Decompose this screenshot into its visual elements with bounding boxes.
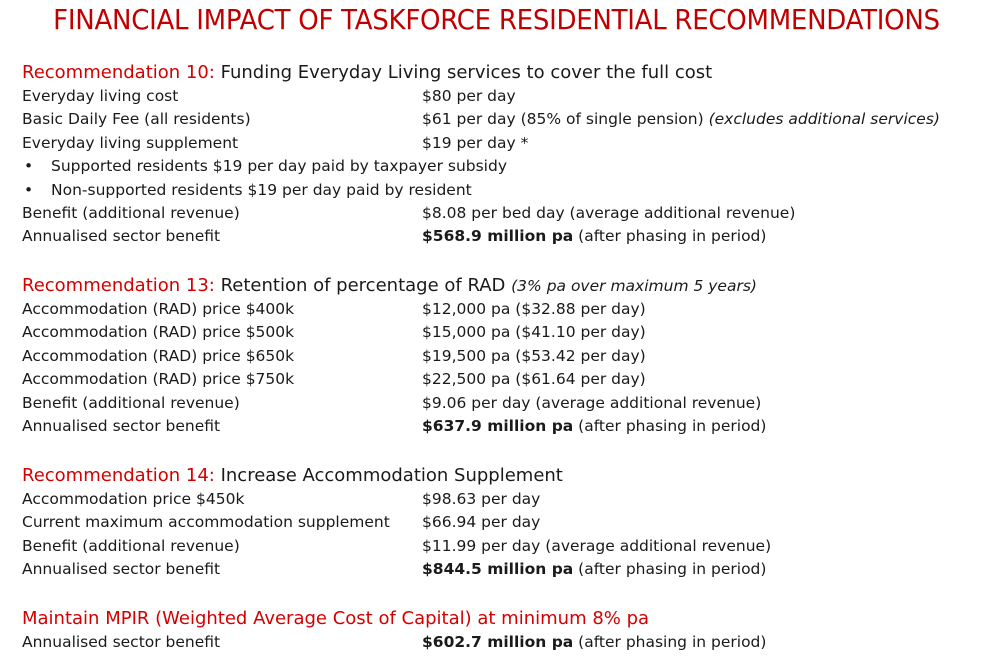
rec10-row: Everyday living cost $80 per day — [22, 85, 982, 108]
row-value: $8.08 per bed day (average additional re… — [422, 203, 796, 222]
row-value: $80 per day — [422, 87, 516, 105]
row-label: Accommodation (RAD) price $400k — [22, 300, 295, 318]
bullet-icon: • — [24, 180, 34, 199]
rec14-benefit-row: Benefit (additional revenue) $11.99 per … — [22, 535, 982, 558]
mpir-section: Maintain MPIR (Weighted Average Cost of … — [22, 608, 982, 654]
rec13-row: Accommodation (RAD) price $750k $22,500 … — [22, 368, 982, 391]
rec10-annual-row: Annualised sector benefit $568.9 million… — [22, 225, 982, 248]
rec10-desc: Funding Everyday Living services to cove… — [220, 62, 713, 83]
rec10-heading: Recommendation 10: Funding Everyday Livi… — [22, 62, 982, 85]
rec14-annual-row: Annualised sector benefit $844.5 million… — [22, 558, 982, 581]
row-value: $61 per day (85% of single pension) — [422, 110, 709, 129]
mpir-heading: Maintain MPIR (Weighted Average Cost of … — [22, 608, 982, 631]
bullet-item: • Supported residents $19 per day paid b… — [22, 155, 982, 178]
rec10-row: Everyday living supplement $19 per day * — [22, 132, 982, 155]
row-value: $22,500 pa ($61.64 per day) — [422, 370, 646, 389]
rec10-row: Basic Daily Fee (all residents) $61 per … — [22, 108, 982, 131]
row-label: Benefit (additional revenue) — [22, 203, 240, 222]
bullet-item: • Non-supported residents $19 per day pa… — [22, 179, 982, 202]
annual-note: (after phasing in period) — [573, 633, 767, 651]
rec13-row: Accommodation (RAD) price $400k $12,000 … — [22, 298, 982, 321]
row-value: $66.94 per day — [422, 513, 541, 532]
rec14-row: Accommodation price $450k $98.63 per day — [22, 488, 982, 511]
row-value-group: $637.9 million pa (after phasing in peri… — [422, 415, 766, 438]
rec14-row: Current maximum accommodation supplement… — [22, 511, 982, 534]
rec13-row: Accommodation (RAD) price $650k $19,500 … — [22, 345, 982, 368]
row-label: Annualised sector benefit — [22, 416, 221, 435]
row-value: $12,000 pa ($32.88 per day) — [422, 300, 646, 318]
rec14-section: Recommendation 14: Increase Accommodatio… — [22, 465, 982, 582]
rec14-heading: Recommendation 14: Increase Accommodatio… — [22, 465, 982, 488]
row-value: $9.06 per day (average additional revenu… — [422, 393, 762, 412]
rec10-benefit-row: Benefit (additional revenue) $8.08 per b… — [22, 202, 982, 225]
row-value-group: $61 per day (85% of single pension) (exc… — [422, 108, 940, 131]
rec13-heading: Recommendation 13: Retention of percenta… — [22, 275, 982, 298]
annual-note: (after phasing in period) — [573, 416, 767, 435]
rec14-label: Recommendation 14: — [22, 465, 215, 486]
rec13-subnote: (3% pa over maximum 5 years) — [511, 277, 757, 295]
rec10-section: Recommendation 10: Funding Everyday Livi… — [22, 62, 982, 249]
mpir-annual-row: Annualised sector benefit $602.7 million… — [22, 631, 982, 654]
annual-amount: $637.9 million pa — [422, 416, 574, 435]
row-label: Benefit (additional revenue) — [22, 393, 240, 412]
rec13-section: Recommendation 13: Retention of percenta… — [22, 275, 982, 438]
row-value: $19 per day * — [422, 133, 529, 152]
bullet-text: Supported residents $19 per day paid by … — [51, 157, 508, 176]
row-label: Benefit (additional revenue) — [22, 536, 240, 555]
rec13-label: Recommendation 13: — [22, 275, 215, 296]
bullet-icon: • — [24, 157, 34, 176]
row-note: (excludes additional services) — [708, 110, 940, 129]
annual-amount: $568.9 million pa — [422, 227, 574, 246]
annual-note: (after phasing in period) — [573, 560, 767, 579]
row-value: $19,500 pa ($53.42 per day) — [422, 346, 646, 365]
row-label: Annualised sector benefit — [22, 560, 221, 579]
rec14-desc: Increase Accommodation Supplement — [220, 465, 563, 486]
row-value: $98.63 per day — [422, 490, 541, 508]
row-value-group: $568.9 million pa (after phasing in peri… — [422, 225, 766, 248]
rec13-benefit-row: Benefit (additional revenue) $9.06 per d… — [22, 392, 982, 415]
mpir-label: Maintain MPIR (Weighted Average Cost of … — [22, 608, 650, 629]
rec13-row: Accommodation (RAD) price $500k $15,000 … — [22, 321, 982, 344]
annual-amount: $844.5 million pa — [422, 560, 574, 579]
bullet-text: Non-supported residents $19 per day paid… — [51, 180, 472, 199]
annual-note: (after phasing in period) — [573, 227, 767, 246]
row-label: Annualised sector benefit — [22, 633, 221, 651]
row-label: Accommodation price $450k — [22, 490, 245, 508]
row-label: Accommodation (RAD) price $500k — [22, 323, 295, 342]
row-label: Accommodation (RAD) price $750k — [22, 370, 295, 389]
row-label: Annualised sector benefit — [22, 227, 221, 246]
page-title: FINANCIAL IMPACT OF TASKFORCE RESIDENTIA… — [53, 3, 940, 36]
row-value-group: $602.7 million pa (after phasing in peri… — [422, 631, 766, 654]
annual-amount: $602.7 million pa — [422, 633, 574, 651]
row-value: $11.99 per day (average additional reven… — [422, 536, 772, 555]
rec13-desc: Retention of percentage of RAD — [220, 275, 512, 296]
row-label: Current maximum accommodation supplement — [22, 513, 390, 532]
row-value: $15,000 pa ($41.10 per day) — [422, 323, 646, 342]
rec13-annual-row: Annualised sector benefit $637.9 million… — [22, 415, 982, 438]
row-label: Everyday living cost — [22, 87, 179, 105]
row-label: Everyday living supplement — [22, 133, 239, 152]
row-label: Accommodation (RAD) price $650k — [22, 346, 295, 365]
row-value-group: $844.5 million pa (after phasing in peri… — [422, 558, 766, 581]
rec10-label: Recommendation 10: — [22, 62, 215, 83]
row-label: Basic Daily Fee (all residents) — [22, 110, 251, 129]
